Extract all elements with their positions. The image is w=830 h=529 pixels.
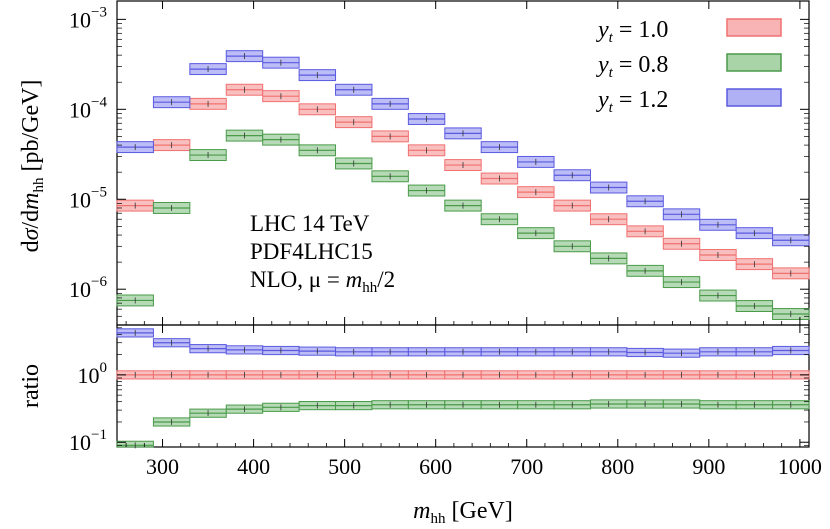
- main-y-tick-label-−3: 10−3: [69, 4, 107, 32]
- x-tick-label-900: 900: [692, 454, 725, 479]
- annotation-line-3-pre: NLO, μ =: [250, 267, 346, 292]
- legend-label-yt-1.2: yt = 1.2: [596, 87, 668, 116]
- x-tick-label-1000: 1000: [778, 454, 822, 479]
- legend-swatch-yt-1.0: [726, 18, 782, 37]
- ylabel-sub: hh: [31, 177, 47, 193]
- legend-label-yt-0.8: yt = 0.8: [596, 52, 668, 81]
- x-tick-label-600: 600: [419, 454, 452, 479]
- series-layer: [116, 50, 810, 449]
- main-y-tick-label-−5: 10−5: [69, 184, 107, 212]
- x-tick-label-700: 700: [510, 454, 543, 479]
- legend-swatch-yt-1.2: [726, 88, 782, 107]
- legend: yt = 1.0 yt = 0.8 yt = 1.2: [596, 17, 782, 116]
- ylabel-sigma: σ: [18, 227, 44, 240]
- annotation-line-3-post: /2: [377, 267, 395, 292]
- xlabel-sub: hh: [431, 511, 447, 527]
- legend-entry-yt-1.2: yt = 1.2: [596, 87, 782, 116]
- xlabel-unit: [GeV]: [446, 498, 513, 524]
- legend-label-yt-1.0: yt = 1.0: [596, 17, 668, 46]
- ylabel-d: d: [18, 240, 44, 252]
- annotation-line-2: PDF4LHC15: [250, 239, 373, 264]
- ylabel-slash: /d: [18, 210, 44, 229]
- main-y-tick-label-−6: 10−6: [69, 274, 107, 302]
- ratio-plot-frame: [116, 324, 810, 448]
- ylabel-unit: [pb/GeV]: [18, 80, 44, 172]
- annotation-block: LHC 14 TeV PDF4LHC15 NLO, μ = mhh/2: [250, 211, 395, 296]
- main-y-axis-label: dσ/dmhh [pb/GeV]: [18, 80, 47, 253]
- x-tick-label-800: 800: [601, 454, 634, 479]
- xlabel-m: m: [413, 498, 430, 524]
- annotation-line-3-m: m: [346, 267, 363, 292]
- x-axis-label: mhh [GeV]: [413, 498, 513, 527]
- x-tick-label-400: 400: [237, 454, 270, 479]
- annotation-line-3-sub: hh: [362, 280, 378, 296]
- ylabel-m: m: [18, 193, 44, 210]
- ratio-y-tick-label-−1: 10−1: [69, 427, 107, 455]
- ratio-y-axis-label: ratio: [18, 364, 44, 408]
- axis-layer: 300 400 500 600 700 800 900 1000 10−6 10−5 10−4 10−…: [69, 1, 822, 479]
- x-tick-label-300: 300: [146, 454, 179, 479]
- legend-entry-yt-1.0: yt = 1.0: [596, 17, 782, 46]
- main-y-tick-label-−4: 10−4: [69, 94, 107, 122]
- annotation-line-1: LHC 14 TeV: [250, 211, 370, 236]
- annotation-line-3: NLO, μ = mhh/2: [250, 267, 395, 296]
- legend-entry-yt-0.8: yt = 0.8: [596, 52, 782, 81]
- ratio-y-tick-label-0: 100: [78, 360, 108, 388]
- legend-swatch-yt-0.8: [726, 53, 782, 72]
- x-tick-label-500: 500: [328, 454, 361, 479]
